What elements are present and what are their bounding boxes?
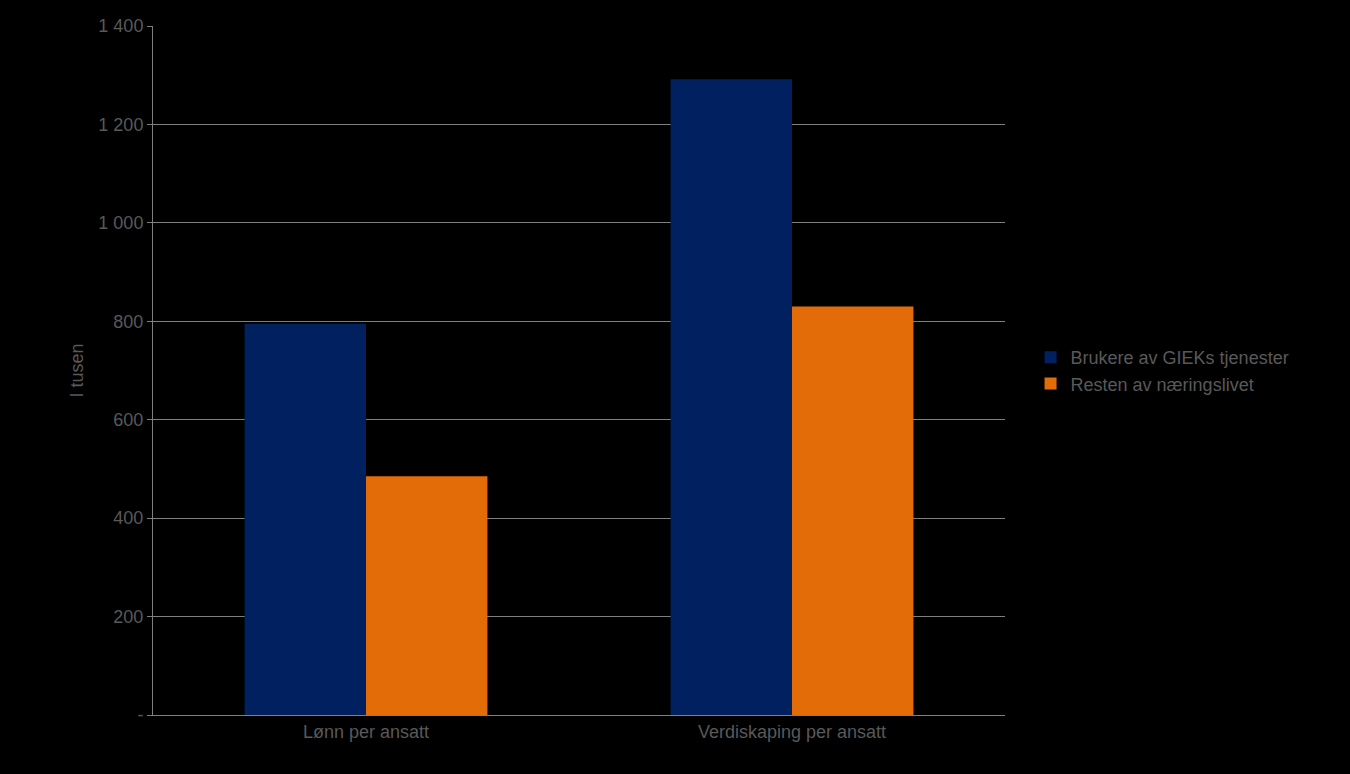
- svg-text:200: 200: [113, 607, 143, 627]
- svg-text:I tusen: I tusen: [67, 343, 87, 397]
- svg-text:800: 800: [113, 312, 143, 332]
- svg-text:400: 400: [113, 508, 143, 528]
- svg-text:-: -: [137, 705, 143, 725]
- svg-text:1 000: 1 000: [98, 213, 143, 233]
- svg-text:Brukere av GIEKs tjenester: Brukere av GIEKs tjenester: [1071, 348, 1289, 368]
- svg-text:Resten av næringslivet: Resten av næringslivet: [1071, 375, 1254, 395]
- svg-text:600: 600: [113, 410, 143, 430]
- svg-text:Lønn per ansatt: Lønn per ansatt: [303, 722, 429, 742]
- svg-text:1 400: 1 400: [98, 16, 143, 36]
- svg-text:1 200: 1 200: [98, 115, 143, 135]
- svg-text:Verdiskaping per ansatt: Verdiskaping per ansatt: [698, 722, 886, 742]
